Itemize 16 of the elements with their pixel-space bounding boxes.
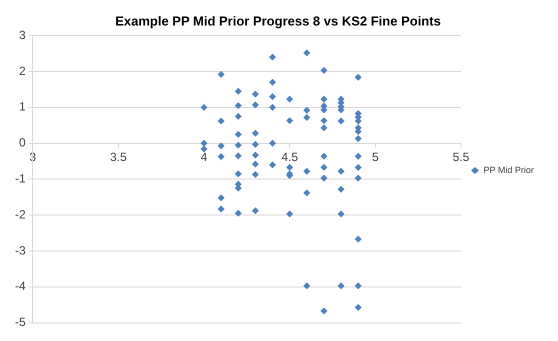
x-tick-label: 4.5 (281, 150, 298, 164)
chart-title: Example PP Mid Prior Progress 8 vs KS2 Fine Points (115, 13, 441, 28)
y-tick-label: -2 (15, 207, 26, 222)
x-tick-label: 3.5 (110, 150, 127, 164)
y-tick-label: 2 (18, 64, 26, 78)
x-tick-label: 5 (372, 150, 379, 164)
legend-label: PP Mid Prior (483, 164, 534, 175)
y-tick-label: -3 (15, 243, 26, 258)
y-tick-label: -1 (15, 172, 26, 186)
y-tick-label: 1 (18, 100, 26, 114)
y-tick-label: 3 (18, 28, 26, 42)
y-tick-label: -4 (15, 279, 26, 294)
y-tick-label: 0 (18, 136, 26, 150)
x-tick-label: 4 (200, 150, 208, 164)
y-tick-label: -5 (15, 315, 26, 330)
x-tick-label: 5.5 (452, 150, 470, 164)
